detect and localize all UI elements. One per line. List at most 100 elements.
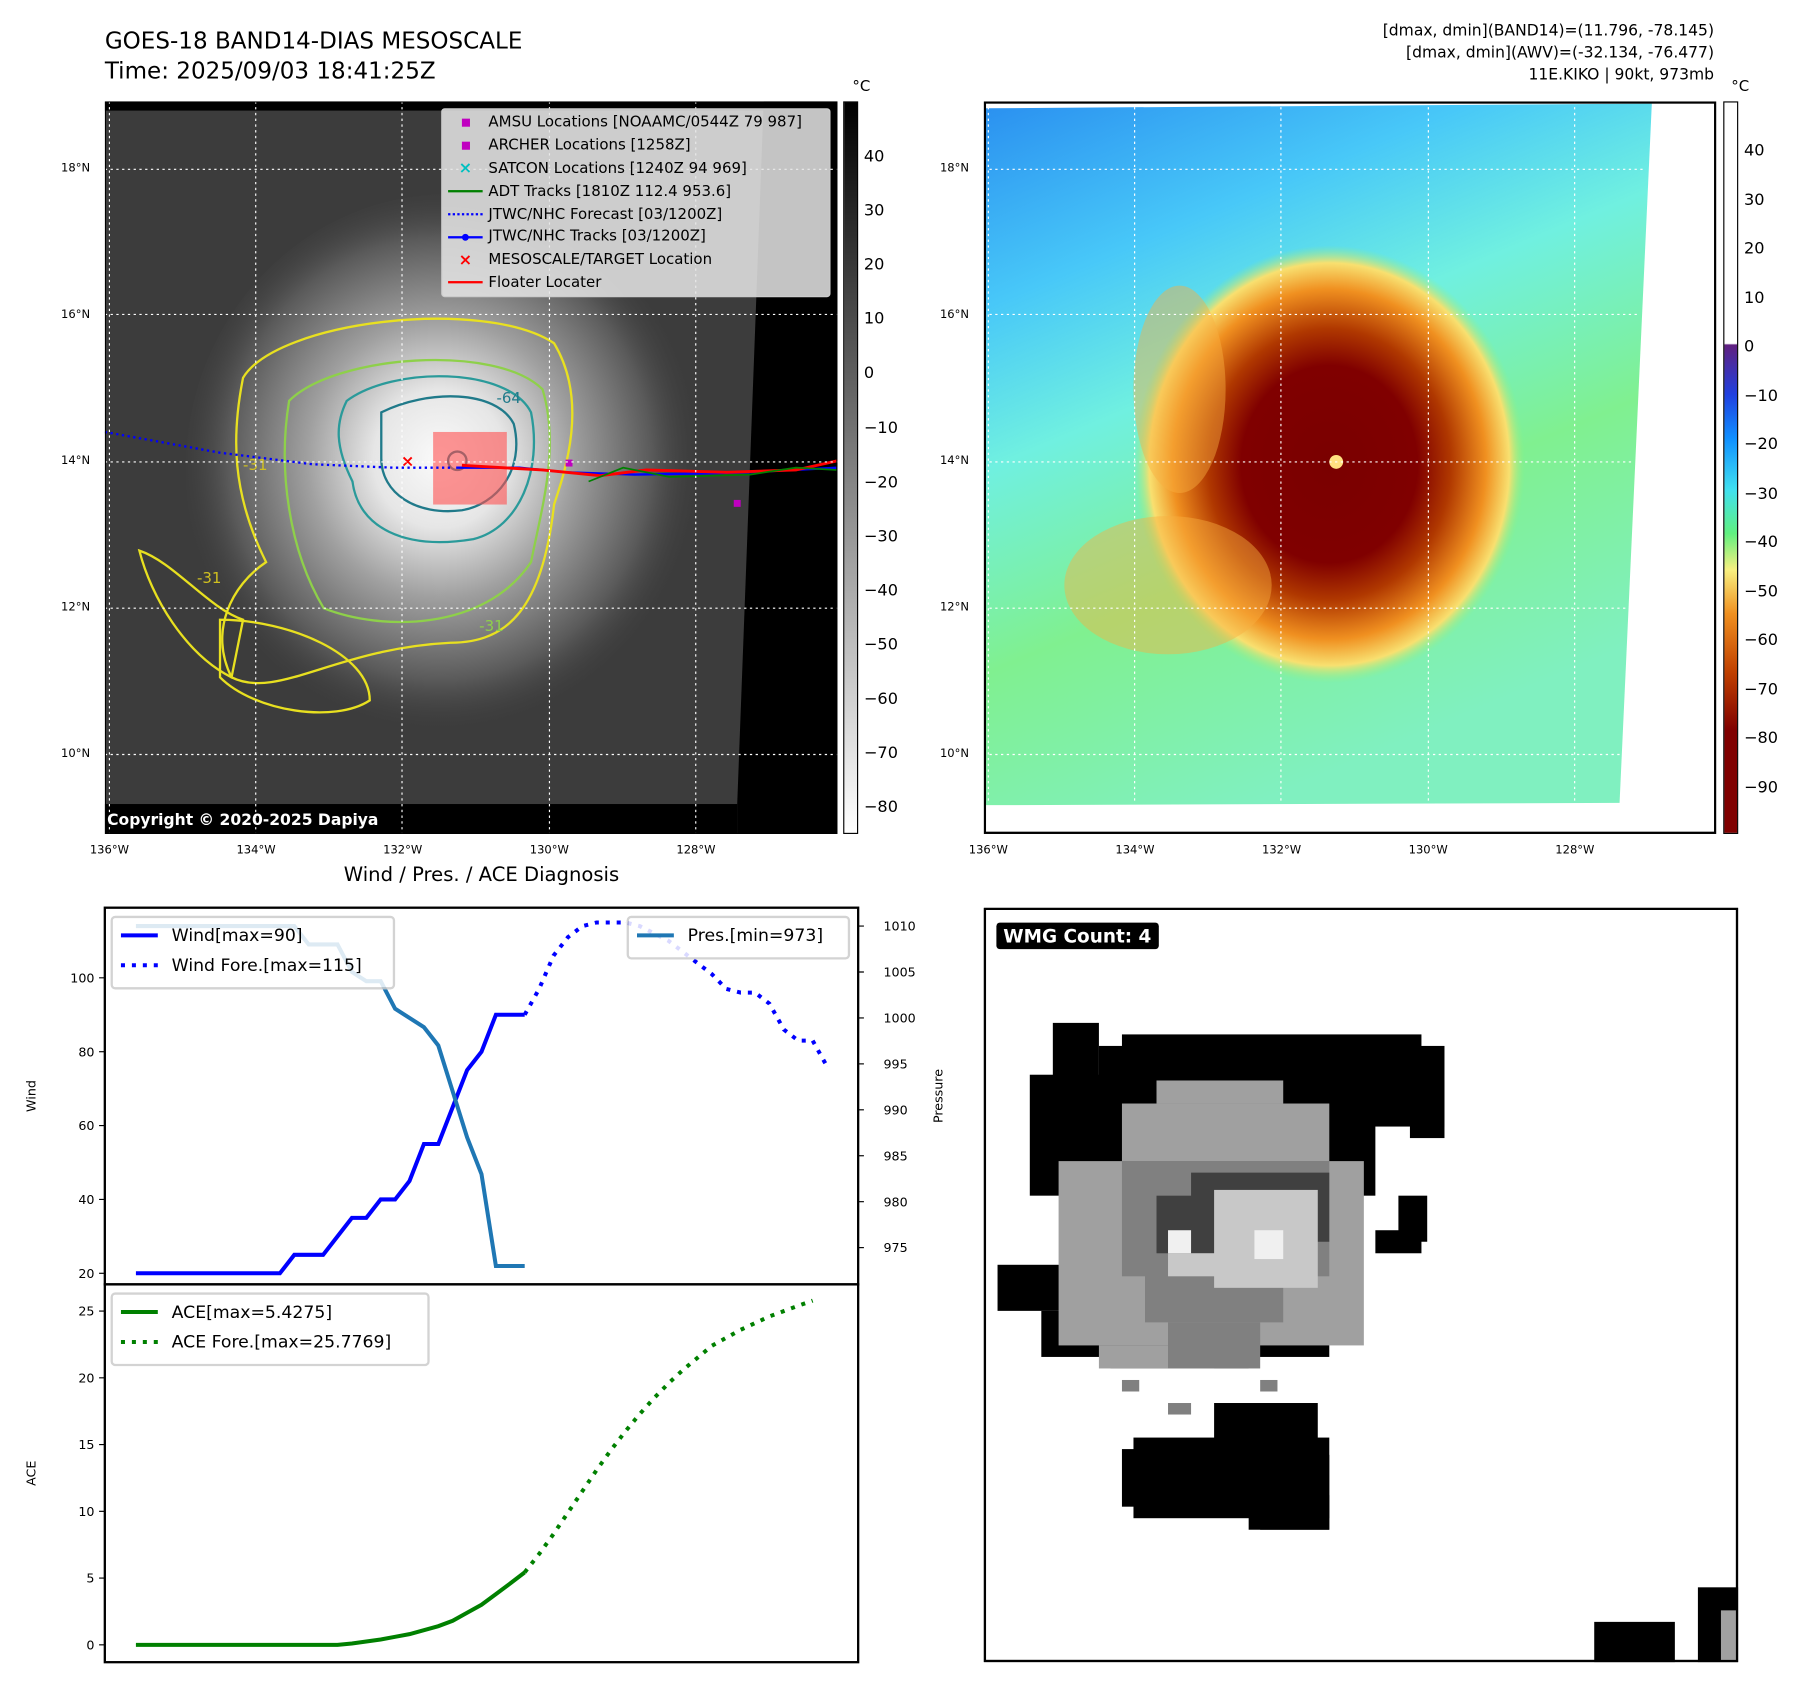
amsu-marker <box>565 459 573 467</box>
wmg-pixel-block <box>1156 1080 1284 1104</box>
colorbar-tick: −40 <box>1743 533 1779 552</box>
y-tick-label: 100 <box>70 970 94 985</box>
y2-tick-label: 1005 <box>884 965 916 980</box>
archer-marker <box>733 499 741 507</box>
colorbar-tick: −70 <box>1743 680 1779 699</box>
legend-item: Floater Locater <box>442 271 829 294</box>
colorbar-unit: °C <box>1731 78 1750 96</box>
series-line-0 <box>135 1570 526 1647</box>
lon-label: 136°W <box>968 844 1008 858</box>
legend-label: JTWC/NHC Tracks [03/1200Z] <box>488 228 706 246</box>
colorbar-tick: 30 <box>1743 190 1765 210</box>
colorbar-tick: −20 <box>1743 435 1779 454</box>
chart-legend <box>110 915 396 990</box>
legend-label: ARCHER Locations [1258Z] <box>488 137 691 155</box>
wmg-pixel-block <box>1260 1495 1330 1530</box>
lat-label: 14°N <box>61 455 91 468</box>
y-tick-label: 10 <box>78 1504 94 1519</box>
x-marker-icon: × <box>458 159 473 178</box>
product-title: GOES-18 BAND14-DIAS MESOSCALE <box>104 26 523 55</box>
line-icon <box>442 190 488 193</box>
dotted-line-icon <box>442 213 488 216</box>
wmg-pixel-block <box>1409 1080 1445 1139</box>
y-tick-label: 80 <box>78 1044 94 1059</box>
wmg-pixel-block <box>1121 1449 1215 1507</box>
colorbar-tick: −80 <box>1743 729 1779 748</box>
y2-axis-label: Pressure <box>930 1069 945 1123</box>
wmg-pixel-block <box>1168 1253 1261 1277</box>
wmg-panel <box>983 907 1739 1663</box>
wmg-pixel-block <box>1121 1379 1140 1392</box>
colorbar-tick: −60 <box>1743 631 1779 650</box>
colorbar-unit: °C <box>852 78 871 96</box>
lat-label: 12°N <box>939 601 969 614</box>
adt-track <box>588 466 838 483</box>
chart-legend <box>626 915 851 960</box>
legend-item: ADT Tracks [1810Z 112.4 953.6] <box>442 180 829 203</box>
colorbar-tick: −40 <box>863 581 898 600</box>
legend-label: ACE Fore.[max=25.7769] <box>172 1333 392 1353</box>
legend-label: SATCON Locations [1240Z 94 969] <box>488 160 747 178</box>
y2-tick-label: 1010 <box>884 919 916 934</box>
plot-frame <box>103 1283 860 1664</box>
legend-label: ACE[max=5.4275] <box>172 1303 332 1323</box>
colorbar-tick: −10 <box>863 418 898 438</box>
chart-legend <box>110 1292 430 1367</box>
y-tick-label: 5 <box>86 1571 94 1586</box>
storm-info: [dmax, dmin](BAND14)=(11.796, -78.145) [… <box>1383 21 1714 87</box>
contour-label: -31 <box>479 617 503 635</box>
y-tick-label: 60 <box>78 1118 94 1133</box>
image-time: Time: 2025/09/03 18:41:25Z <box>104 56 436 85</box>
lon-label: 132°W <box>383 844 423 858</box>
legend-label: Wind Fore.[max=115] <box>172 956 362 976</box>
contour-label: -64 <box>496 389 520 407</box>
lat-label: 18°N <box>61 162 91 176</box>
wmg-pixel-block <box>1254 1230 1284 1260</box>
lon-label: 136°W <box>89 844 129 858</box>
colorbar-tick: −30 <box>1743 484 1779 503</box>
wmg-pixel-block <box>1720 1610 1739 1663</box>
colorbar-tick: −10 <box>1743 386 1779 405</box>
square-marker-icon <box>442 141 488 150</box>
y2-tick-label: 1000 <box>884 1011 916 1026</box>
colorbar-tick: −20 <box>863 472 898 492</box>
colorbar-tick: −60 <box>863 689 898 709</box>
lat-label: 12°N <box>61 601 91 614</box>
lat-label: 10°N <box>61 747 91 761</box>
y-tick-label: 0 <box>86 1637 94 1652</box>
y2-tick-label: 990 <box>884 1102 908 1117</box>
storm-summary: 11E.KIKO | 90kt, 973mb <box>1528 65 1715 85</box>
y-tick-label: 15 <box>78 1437 94 1452</box>
floater-track <box>461 459 838 478</box>
awv-colorbar <box>1723 101 1739 834</box>
y-tick-label: 20 <box>78 1370 94 1385</box>
target-marker: × <box>401 452 415 471</box>
colorbar-tick: −30 <box>863 527 898 546</box>
band14-range: [dmax, dmin](BAND14)=(11.796, -78.145) <box>1382 21 1715 41</box>
map-legend: AMSU Locations [NOAAMC/0544Z 79 987] ARCH… <box>441 108 831 298</box>
lat-label: 16°N <box>61 308 91 322</box>
y2-tick-label: 980 <box>884 1194 908 1209</box>
legend-label: ADT Tracks [1810Z 112.4 953.6] <box>488 182 732 201</box>
colorbar-tick: 20 <box>863 255 885 275</box>
lon-label: 134°W <box>236 844 276 858</box>
colorbar-tick: −80 <box>863 798 898 817</box>
y2-tick-label: 995 <box>884 1056 908 1071</box>
y-axis-label: Wind <box>24 1080 39 1112</box>
legend-item: AMSU Locations [NOAAMC/0544Z 79 987] <box>442 112 829 135</box>
wmg-pixel-block <box>1214 1403 1318 1461</box>
y2-tick-label: 985 <box>884 1148 908 1163</box>
lon-label: 130°W <box>529 844 569 858</box>
legend-label: AMSU Locations [NOAAMC/0544Z 79 987] <box>488 114 802 132</box>
colorbar-tick: 30 <box>863 201 885 221</box>
awv-range: [dmax, dmin](AWV)=(-32.134, -76.477) <box>1406 43 1715 63</box>
copyright-label: Copyright © 2020-2025 Dapiya <box>107 810 379 830</box>
legend-label: Wind[max=90] <box>172 926 303 946</box>
colorbar-tick: −50 <box>863 635 898 655</box>
square-marker-icon <box>442 119 488 128</box>
colorbar-tick: 10 <box>863 310 885 329</box>
legend-item: JTWC/NHC Tracks [03/1200Z] <box>442 226 829 249</box>
wmg-pixel-block <box>1594 1621 1675 1663</box>
chart-title: Wind / Pres. / ACE Diagnosis <box>343 863 620 887</box>
wmg-pixel-block <box>1168 1230 1192 1254</box>
